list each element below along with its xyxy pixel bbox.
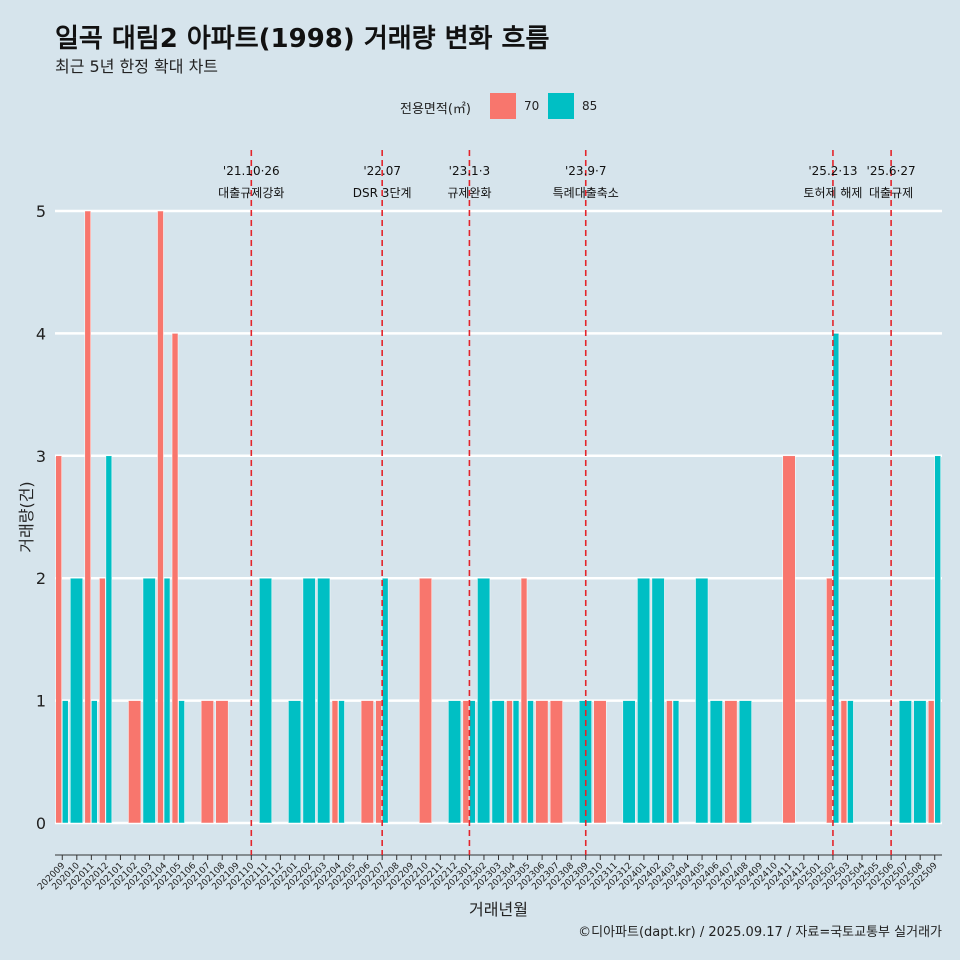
bar-85-202503 (847, 700, 854, 824)
bar-85-202207 (381, 577, 389, 824)
bar-70-202104 (157, 210, 164, 824)
bar-85-202201 (288, 700, 302, 824)
bar-70-202310 (593, 700, 607, 824)
event-date-5: '25.6·27 (867, 164, 916, 178)
event-date-1: '22.07 (363, 164, 401, 178)
bar-70-202403 (666, 700, 673, 824)
bar-85-202105 (178, 700, 185, 824)
bar-70-202407 (724, 700, 738, 824)
bar-70-202509 (927, 700, 935, 824)
event-label-0: 대출규제강화 (218, 186, 284, 200)
y-tick-label-5: 5 (36, 202, 46, 221)
event-label-3: 특례대출축소 (553, 186, 619, 200)
bar-85-202203 (317, 577, 331, 824)
bar-85-202104 (163, 577, 171, 824)
bar-70-202107 (200, 700, 214, 824)
event-date-3: '23.9·7 (565, 164, 606, 178)
legend-label-85: 85 (582, 99, 598, 113)
source-caption: ©디아파트(dapt.kr) / 2025.09.17 / 자료=국토교통부 실… (578, 925, 942, 940)
bar-85-202009 (62, 700, 69, 824)
legend-label-70: 70 (524, 99, 540, 113)
bar-70-202502 (826, 577, 833, 824)
chart-title: 일곡 대림2 아파트(1998) 거래량 변화 흐름 (55, 24, 550, 54)
bar-70-202206 (360, 700, 374, 824)
y-tick-label-2: 2 (36, 569, 46, 588)
bar-70-202108 (215, 700, 229, 824)
bar-85-202402 (651, 577, 665, 824)
bar-85-202202 (302, 577, 316, 824)
event-label-2: 규제완화 (447, 186, 491, 200)
bar-85-202103 (142, 577, 156, 824)
bar-85-202212 (448, 700, 462, 824)
event-label-1: DSR 3단계 (353, 186, 412, 200)
event-label-5: 대출규제 (869, 186, 913, 200)
y-tick-label-3: 3 (36, 447, 46, 466)
bar-70-202306 (535, 700, 549, 824)
y-tick-label-1: 1 (36, 692, 46, 711)
bar-85-202301 (469, 700, 476, 824)
bar-85-202204 (338, 700, 345, 824)
bar-70-202301 (462, 700, 470, 824)
bar-85-202403 (672, 700, 680, 824)
bar-85-202302 (477, 577, 491, 824)
bar-85-202304 (512, 700, 520, 824)
bar-85-202010 (70, 577, 84, 824)
bar-85-202012 (105, 455, 113, 824)
bar-85-202011 (91, 700, 98, 824)
chart-subtitle: 최근 5년 한정 확대 차트 (55, 57, 219, 76)
event-date-4: '25.2·13 (808, 164, 857, 178)
bar-85-202401 (637, 577, 651, 824)
bar-85-202502 (832, 333, 840, 824)
bar-85-202509 (934, 455, 941, 824)
bar-85-202405 (695, 577, 709, 824)
event-label-4: 토허제 해제 (803, 186, 862, 200)
legend-title: 전용면적(㎡) (400, 102, 471, 117)
legend-swatch-70 (490, 93, 516, 119)
bar-70-202307 (549, 700, 563, 824)
bar-70-202011 (84, 210, 92, 824)
bar-70-202204 (331, 700, 339, 824)
bar-85-202303 (491, 700, 505, 824)
bar-85-202305 (527, 700, 534, 824)
legend: 전용면적(㎡) 70 85 (0, 92, 960, 122)
bar-70-202102 (128, 700, 142, 824)
bar-70-202210 (419, 577, 432, 824)
event-date-2: '23.1·3 (449, 164, 490, 178)
x-axis-title: 거래년월 (469, 900, 528, 919)
y-tick-label-4: 4 (36, 324, 46, 343)
bar-70-202305 (520, 577, 528, 824)
bar-70-202411 (782, 455, 796, 824)
bar-85-202507 (898, 700, 912, 824)
bar-85-202408 (738, 700, 752, 824)
legend-swatch-85 (548, 93, 574, 119)
bar-70-202009 (55, 455, 62, 824)
y-tick-label-0: 0 (36, 814, 46, 833)
bar-85-202312 (622, 700, 636, 824)
y-axis-title: 거래량(건) (17, 481, 36, 552)
bar-85-202406 (709, 700, 723, 824)
bar-85-202111 (259, 577, 273, 824)
bar-70-202105 (171, 333, 179, 824)
bar-70-202503 (840, 700, 848, 824)
bar-85-202508 (913, 700, 927, 824)
event-date-0: '21.10·26 (223, 164, 280, 178)
bar-70-202304 (506, 700, 513, 824)
bar-70-202012 (99, 577, 106, 824)
bar-70-202207 (375, 700, 382, 824)
